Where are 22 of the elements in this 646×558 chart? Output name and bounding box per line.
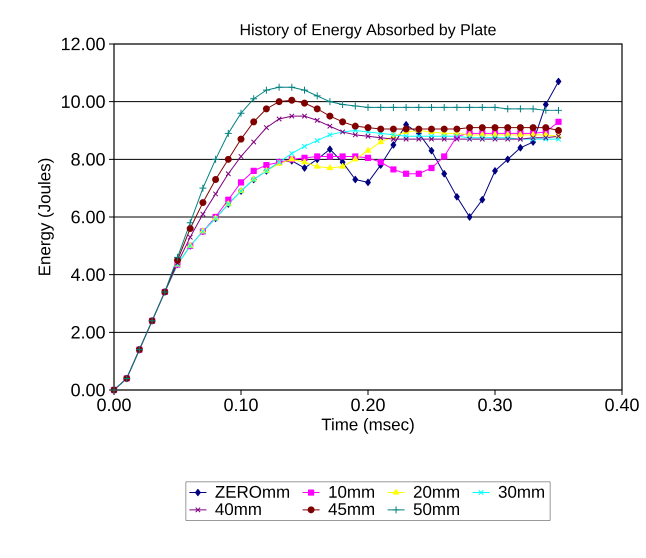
x-tick-label: 0.10 — [224, 398, 258, 412]
x-tick-label: 0.40 — [605, 398, 639, 412]
legend-label: 30mm — [498, 486, 544, 498]
y-tick-label: 0.00 — [71, 384, 105, 396]
y-tick-label: 12.00 — [62, 38, 105, 50]
x-tick-label: 0.30 — [478, 398, 512, 412]
x-axis-title: Time (msec) — [322, 418, 414, 434]
legend-label: 40mm — [215, 503, 261, 516]
legend-label: 20mm — [414, 486, 459, 498]
legend-label: ZEROmm — [215, 486, 290, 498]
legend-label: 10mm — [329, 486, 374, 498]
y-axis-title: Energy (Joules) — [38, 158, 54, 275]
y-tick-label: 2.00 — [72, 326, 105, 339]
x-tick-label: 0.20 — [351, 398, 385, 412]
legend-label: 45mm — [328, 503, 374, 516]
chart-title: History of Energy Absorbed by Plate — [240, 24, 496, 38]
legend-label: 50mm — [414, 503, 459, 516]
y-tick-label: 8.00 — [71, 152, 105, 166]
y-tick-label: 4.00 — [71, 268, 105, 282]
y-tick-label: 10.00 — [62, 95, 105, 108]
x-tick-label: 0.00 — [97, 398, 131, 412]
y-tick-label: 6.00 — [72, 210, 105, 224]
